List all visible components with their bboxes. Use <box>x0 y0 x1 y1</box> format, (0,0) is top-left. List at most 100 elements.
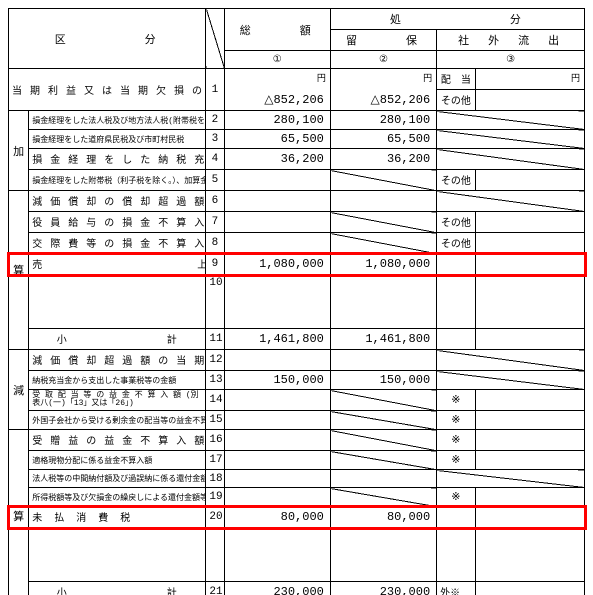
row10-v1 <box>224 275 330 329</box>
header-shagai: 社 外 流 出 <box>437 30 585 51</box>
row16-num: 16 <box>206 430 224 451</box>
row20-label: 未 払 消 費 税 <box>29 507 206 528</box>
row18-num: 18 <box>206 470 224 488</box>
row1-v3 <box>475 90 584 111</box>
row-blank-v3 <box>475 528 584 582</box>
tax-form-table: 区 分 総 額 処 分 留 保 社 外 流 出 ① ② ③ 当 期 利 益 又 … <box>8 8 585 595</box>
row13-num: 13 <box>206 371 224 390</box>
row7-v3 <box>475 212 584 233</box>
row7-diag <box>330 212 436 233</box>
header-diag <box>206 9 224 69</box>
row13-v2: 150,000 <box>330 371 436 390</box>
row2-num: 2 <box>206 111 224 130</box>
row2-v2: 280,100 <box>330 111 436 130</box>
row17-num: 17 <box>206 451 224 470</box>
row13-v1: 150,000 <box>224 371 330 390</box>
row12-label: 減 価 償 却 超 過 額 の 当 期 認 容 額 <box>29 350 206 371</box>
row20-v1: 80,000 <box>224 507 330 528</box>
row20-v2: 80,000 <box>330 507 436 528</box>
row1-v2: △852,206 <box>330 90 436 111</box>
row19-v1 <box>224 488 330 507</box>
row10-label <box>29 275 206 329</box>
row3-label: 損金経理をした道府県民税及び市町村民税 <box>29 130 206 149</box>
row8-v3 <box>475 233 584 254</box>
row18-v2 <box>330 470 436 488</box>
yen3: 円 <box>475 69 584 90</box>
row9-label: 売 上 <box>29 254 206 275</box>
row4-v2: 36,200 <box>330 149 436 170</box>
header-shobun: 処 分 <box>330 9 584 30</box>
row1-side-a: 配 当 <box>437 69 475 90</box>
row11-v3 <box>475 329 584 350</box>
row9-num: 9 <box>206 254 224 275</box>
row12-diag <box>437 350 585 371</box>
row21-v3 <box>475 582 584 595</box>
row14-v1 <box>224 390 330 411</box>
row-blank-num <box>206 528 224 582</box>
row1-num: 1 <box>206 69 224 111</box>
row10-num: 10 <box>206 275 224 329</box>
row8-diag <box>330 233 436 254</box>
row2-diag <box>437 111 585 130</box>
side-ka: 加 <box>9 111 29 191</box>
row8-side: その他 <box>437 233 475 254</box>
row19-v3 <box>475 488 584 507</box>
row19-num: 19 <box>206 488 224 507</box>
row21-v1: 230,000 <box>224 582 330 595</box>
header-col2: ② <box>330 51 436 69</box>
row20-side <box>437 507 475 528</box>
header-col3: ③ <box>437 51 585 69</box>
row9-v1: 1,080,000 <box>224 254 330 275</box>
row16-mark: ※ <box>437 430 475 451</box>
row8-label: 交 際 費 等 の 損 金 不 算 入 額 <box>29 233 206 254</box>
row19-mark: ※ <box>437 488 475 507</box>
row-blank-side <box>437 528 475 582</box>
row9-v3 <box>475 254 584 275</box>
row11-num: 11 <box>206 329 224 350</box>
row4-diag <box>437 149 585 170</box>
row14-diag <box>330 390 436 411</box>
row21-v2: 230,000 <box>330 582 436 595</box>
row11-v2: 1,461,800 <box>330 329 436 350</box>
row15-diag <box>330 411 436 430</box>
row20-v3 <box>475 507 584 528</box>
side-gen: 減 <box>9 350 29 430</box>
row5-diag <box>330 170 436 191</box>
row21-num: 21 <box>206 582 224 595</box>
row11-label: 小 計 <box>29 329 206 350</box>
row17-v3 <box>475 451 584 470</box>
row17-diag <box>330 451 436 470</box>
row18-v1 <box>224 470 330 488</box>
row16-v1 <box>224 430 330 451</box>
row9-side <box>437 254 475 275</box>
row1-label: 当 期 利 益 又 は 当 期 欠 損 の 額 <box>9 69 206 111</box>
row15-v3 <box>475 411 584 430</box>
yen1: 円 <box>224 69 330 90</box>
row5-v3 <box>475 170 584 191</box>
row16-diag <box>330 430 436 451</box>
row6-v2 <box>330 191 436 212</box>
row5-num: 5 <box>206 170 224 191</box>
row17-v1 <box>224 451 330 470</box>
row-blank-label <box>29 528 206 582</box>
row3-num: 3 <box>206 130 224 149</box>
row17-label: 適格現物分配に係る益金不算入額 <box>29 451 206 470</box>
row11-side <box>437 329 475 350</box>
row10-v3 <box>475 275 584 329</box>
header-col1: ① <box>224 51 330 69</box>
row4-v1: 36,200 <box>224 149 330 170</box>
row21-side-a: 外※ <box>437 582 475 595</box>
row15-mark: ※ <box>437 411 475 430</box>
row6-label: 減 価 償 却 の 償 却 超 過 額 <box>29 191 206 212</box>
header-sougaku: 総 額 <box>224 9 330 51</box>
row3-v2: 65,500 <box>330 130 436 149</box>
yen2: 円 <box>330 69 436 90</box>
row15-num: 15 <box>206 411 224 430</box>
row12-v2 <box>330 350 436 371</box>
row3-v1: 65,500 <box>224 130 330 149</box>
row13-diag <box>437 371 585 390</box>
row4-num: 4 <box>206 149 224 170</box>
row16-v3 <box>475 430 584 451</box>
row9-v2: 1,080,000 <box>330 254 436 275</box>
row8-v1 <box>224 233 330 254</box>
